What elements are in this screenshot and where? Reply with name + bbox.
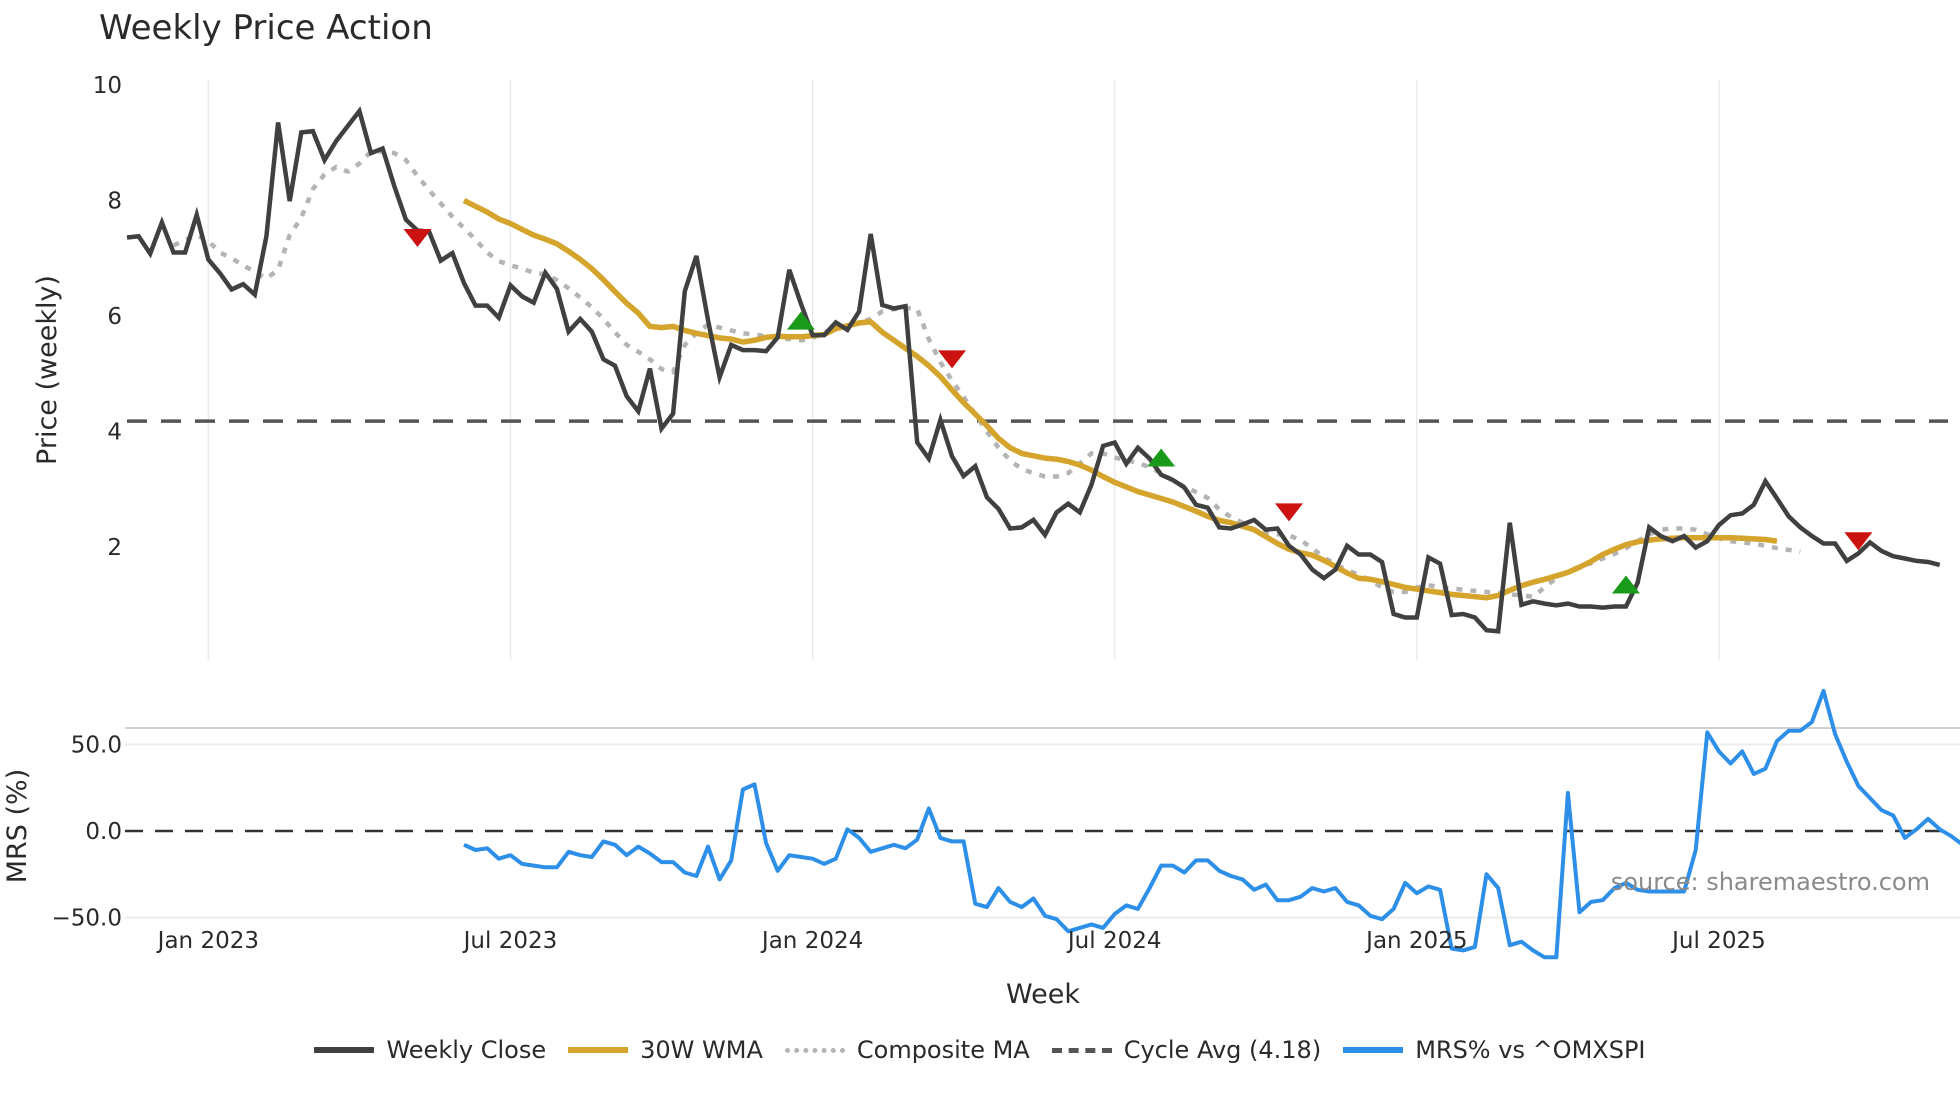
mrs-y-tick-label: −50.0 — [52, 906, 122, 932]
sell-signal-icon — [403, 229, 432, 248]
wma-30w-line — [462, 198, 1778, 601]
legend-swatch-icon — [1343, 1047, 1404, 1053]
y-tick-label: 8 — [107, 189, 122, 215]
y-tick-label: 2 — [107, 535, 122, 561]
x-tick-label: Jan 2025 — [1364, 928, 1467, 954]
composite-ma-line — [172, 149, 1801, 600]
price-x-gridlines — [207, 80, 1720, 660]
legend-swatch-icon — [314, 1047, 375, 1053]
signal-markers — [403, 229, 1873, 594]
mrs-line — [463, 688, 1960, 960]
y-tick-label: 10 — [93, 73, 122, 99]
legend-item-weekly-close[interactable]: Weekly Close — [314, 1036, 546, 1064]
legend-swatch-icon — [784, 1047, 845, 1053]
mrs-y-tick-label: 50.0 — [71, 733, 122, 759]
x-tick-label: Jul 2023 — [462, 928, 558, 954]
buy-signal-icon — [786, 311, 815, 330]
price-y-axis-label: Price (weekly) — [32, 275, 63, 465]
legend-swatch-icon — [1051, 1047, 1112, 1053]
sell-signal-icon — [938, 350, 967, 369]
weekly-close-line — [126, 106, 1941, 634]
legend-swatch-icon — [568, 1047, 629, 1053]
legend-item-composite-ma[interactable]: Composite MA — [784, 1036, 1030, 1064]
source-note: source: sharemaestro.com — [1611, 868, 1930, 896]
legend-item-30w-wma[interactable]: 30W WMA — [568, 1036, 763, 1064]
buy-signal-icon — [1147, 448, 1176, 467]
x-tick-label: Jan 2024 — [760, 928, 863, 954]
price-y-ticks: 2 4 6 8 10 — [93, 73, 122, 561]
legend: Weekly Close 30W WMA Composite MA Cycle … — [0, 1036, 1960, 1064]
x-axis-ticks: Jan 2023 Jul 2023 Jan 2024 Jul 2024 Jan 2025… — [156, 928, 1766, 954]
y-tick-label: 6 — [107, 304, 122, 330]
sell-signal-icon — [1275, 503, 1303, 522]
buy-signal-icon — [1611, 575, 1640, 594]
chart-title: Weekly Price Action — [99, 8, 433, 48]
mrs-y-gridlines: 50.0 0.0 −50.0 — [52, 733, 1960, 932]
y-tick-label: 4 — [107, 420, 122, 446]
mrs-y-tick-label: 0.0 — [85, 819, 122, 845]
sell-signal-icon — [1844, 532, 1873, 551]
x-axis-label: Week — [1006, 979, 1080, 1010]
mrs-y-axis-label: MRS (%) — [2, 769, 33, 884]
legend-item-mrs[interactable]: MRS% vs ^OMXSPI — [1343, 1036, 1646, 1064]
x-tick-label: Jul 2025 — [1670, 928, 1766, 954]
legend-item-cycle-avg[interactable]: Cycle Avg (4.18) — [1051, 1036, 1321, 1064]
x-tick-label: Jul 2024 — [1066, 928, 1162, 954]
x-tick-label: Jan 2023 — [156, 928, 259, 954]
